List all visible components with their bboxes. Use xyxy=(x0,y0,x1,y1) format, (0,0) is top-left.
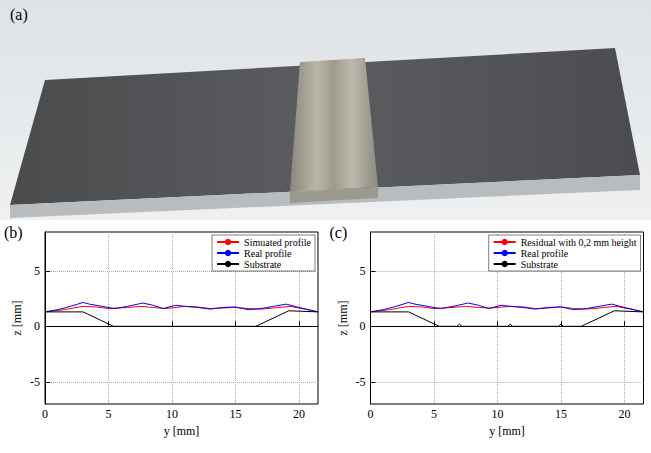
svg-text:0: 0 xyxy=(42,407,48,421)
svg-text:Residual with 0,2 mm height: Residual with 0,2 mm height xyxy=(521,237,637,248)
svg-text:10: 10 xyxy=(491,407,503,421)
svg-text:15: 15 xyxy=(555,407,567,421)
svg-text:Substrate: Substrate xyxy=(244,259,282,270)
svg-text:5: 5 xyxy=(431,407,437,421)
svg-text:15: 15 xyxy=(229,407,241,421)
svg-text:0: 0 xyxy=(34,319,40,333)
svg-text:5: 5 xyxy=(360,264,366,278)
svg-text:0: 0 xyxy=(360,319,366,333)
svg-text:Real profile: Real profile xyxy=(521,248,569,259)
svg-text:z [mm]: z [mm] xyxy=(10,301,24,336)
html-text:(a): (a) xyxy=(10,6,28,23)
svg-text:-5: -5 xyxy=(356,375,366,389)
svg-text:10: 10 xyxy=(166,407,178,421)
svg-text:Simuated profile: Simuated profile xyxy=(244,237,311,248)
svg-text:Real profile: Real profile xyxy=(244,248,292,259)
svg-text:20: 20 xyxy=(618,407,630,421)
svg-text:z [mm]: z [mm] xyxy=(336,301,350,336)
svg-text:y [mm]: y [mm] xyxy=(164,424,200,438)
svg-text:Substrate: Substrate xyxy=(521,259,559,270)
svg-text:0: 0 xyxy=(368,407,374,421)
svg-text:20: 20 xyxy=(293,407,305,421)
svg-text:5: 5 xyxy=(105,407,111,421)
svg-text:(b): (b) xyxy=(4,224,23,242)
svg-text:5: 5 xyxy=(34,264,40,278)
svg-text:y [mm]: y [mm] xyxy=(489,424,525,438)
svg-text:(c): (c) xyxy=(330,224,348,242)
svg-text:-5: -5 xyxy=(30,375,40,389)
